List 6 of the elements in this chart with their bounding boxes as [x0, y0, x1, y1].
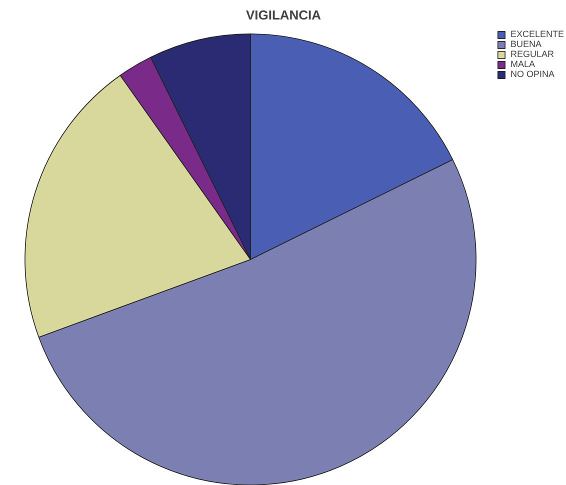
legend-label: NO OPINA	[510, 69, 554, 79]
legend-label: EXCELENTE	[510, 29, 564, 39]
legend-label: MALA	[510, 59, 535, 69]
legend-label: REGULAR	[510, 49, 554, 59]
legend-label: BUENA	[510, 39, 542, 49]
chart-title: VIGILANCIA	[246, 8, 322, 22]
